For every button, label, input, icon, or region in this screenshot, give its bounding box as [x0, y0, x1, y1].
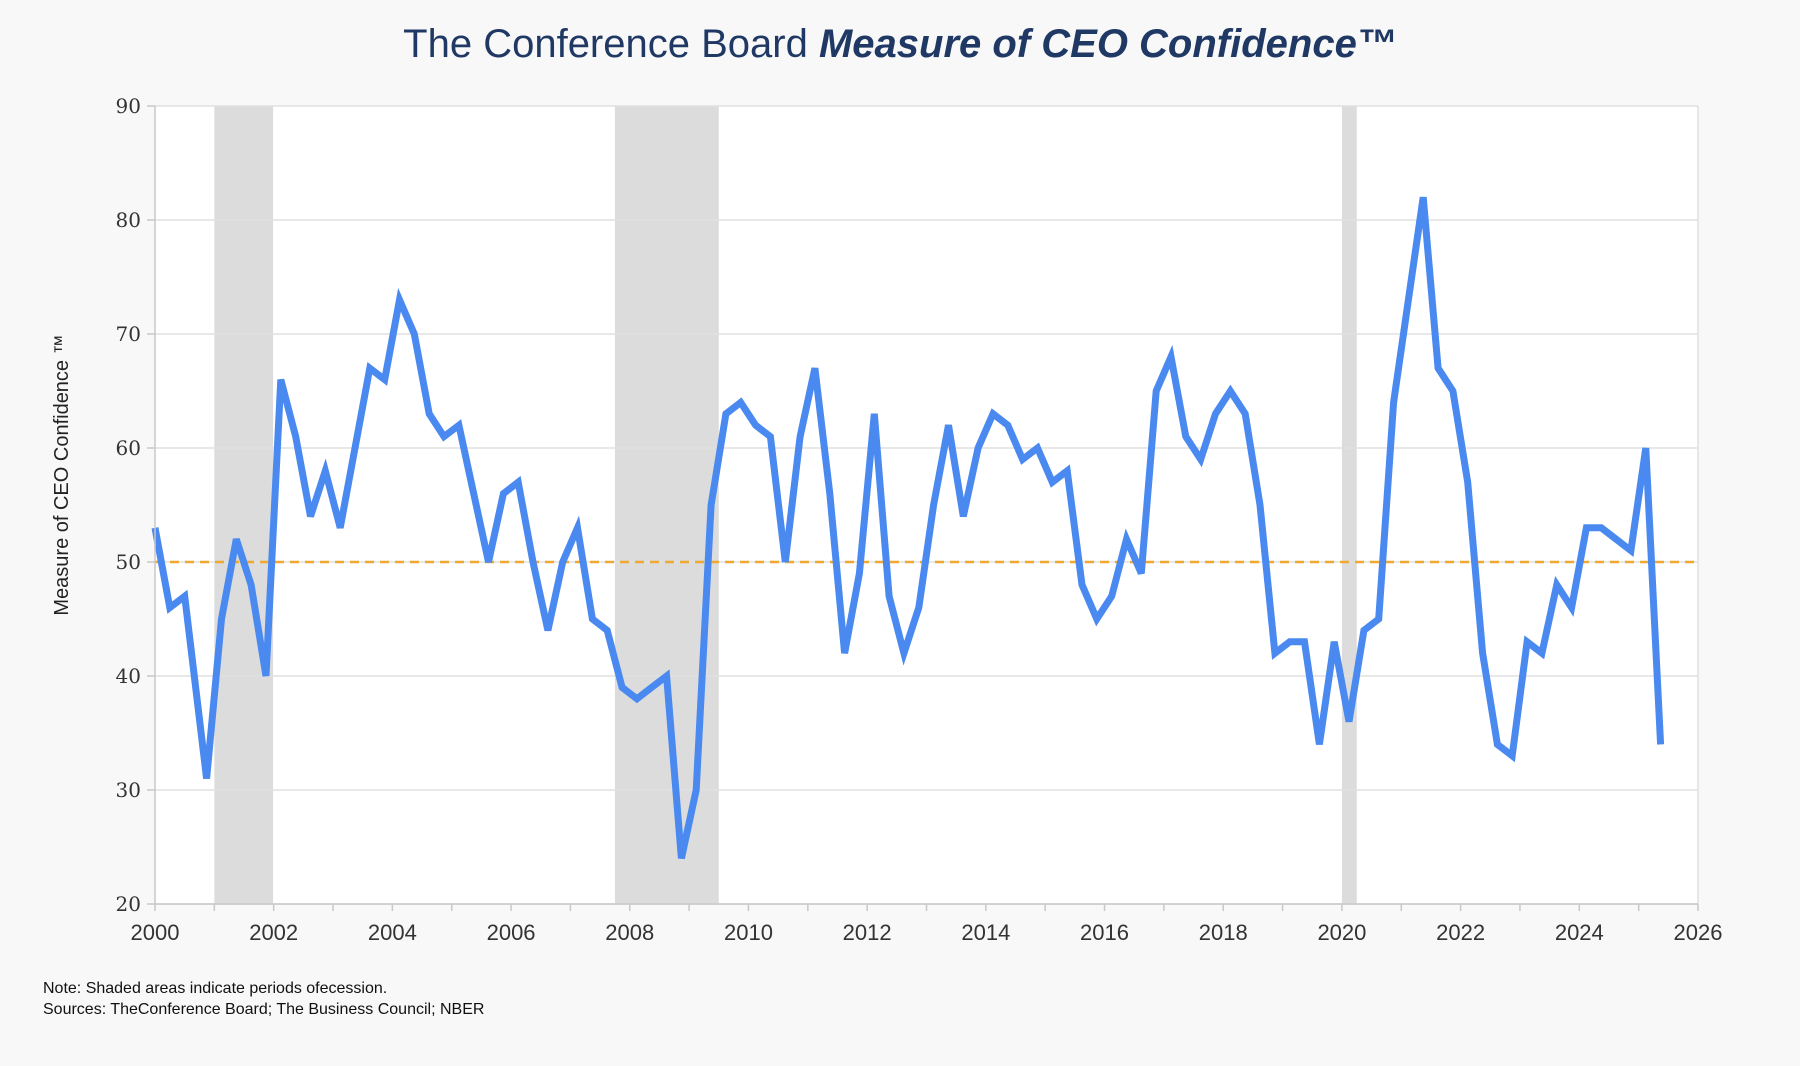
recession-bands: [214, 106, 1357, 904]
y-tick-label: 70: [116, 322, 141, 346]
y-tick-label: 60: [116, 436, 141, 460]
x-tick-label: 2012: [843, 920, 892, 945]
y-tick-label: 40: [116, 664, 141, 688]
x-tick-label: 2010: [724, 920, 773, 945]
recession-band: [614, 106, 719, 904]
plot-area: [155, 106, 1698, 904]
axes: 20 30 40 50 60 70 80 90 2000 2002 2004 2006 2008 2010…: [116, 94, 1723, 945]
y-axis-label: Measure of CEO Confidence ™: [51, 334, 73, 615]
recession-band: [1341, 106, 1357, 904]
series-line: [151, 196, 1665, 860]
recession-band: [214, 106, 274, 904]
x-tick-label: 2002: [249, 920, 298, 945]
x-tick-label: 2008: [605, 920, 654, 945]
y-tick-label: 80: [116, 208, 141, 232]
x-tick-label: 2016: [1080, 920, 1129, 945]
sources-line: Sources: TheConference Board; The Busine…: [43, 1001, 485, 1018]
x-tick-label: 2014: [961, 920, 1010, 945]
chart-title: The Conference Board Measure of CEO Conf…: [0, 22, 1800, 67]
x-tick-label: 2020: [1317, 920, 1366, 945]
y-tick-label: 90: [116, 94, 141, 118]
y-tick-label: 30: [116, 778, 141, 802]
x-tick-label: 2024: [1555, 920, 1604, 945]
series-line-ceo-confidence: [151, 196, 1665, 860]
note-line: Note: Shaded areas indicate periods ofec…: [43, 980, 388, 997]
chart-title-emphasis: Measure of CEO Confidence™: [818, 22, 1397, 66]
x-tick-label: 2026: [1674, 920, 1723, 945]
x-tick-label: 2022: [1436, 920, 1485, 945]
chart-title-prefix: The Conference Board: [403, 22, 819, 66]
x-tick-label: 2018: [1199, 920, 1248, 945]
y-tick-label: 20: [116, 892, 141, 916]
y-tick-label: 50: [116, 550, 141, 574]
x-tick-label: 2004: [368, 920, 417, 945]
x-tick-label: 2000: [131, 920, 180, 945]
x-tick-label: 2006: [487, 920, 536, 945]
